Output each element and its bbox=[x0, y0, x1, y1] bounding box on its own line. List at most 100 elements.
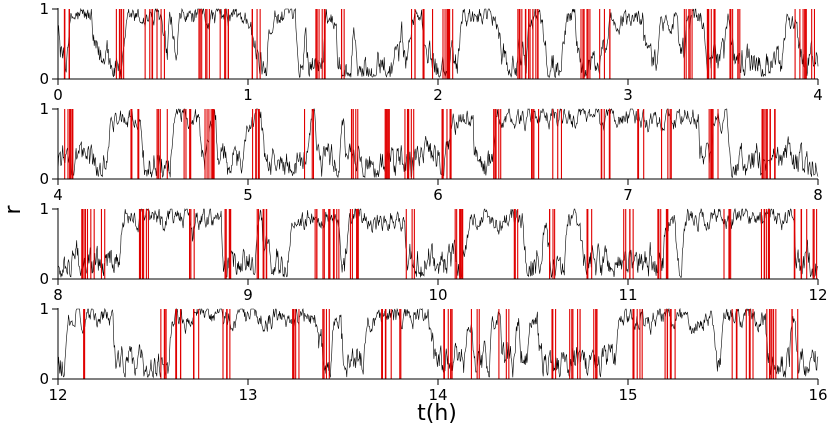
red-event-1-14 bbox=[517, 9, 527, 79]
red-event-2-1 bbox=[64, 109, 74, 179]
red-event-3-17 bbox=[723, 209, 732, 279]
red-event-4-5 bbox=[222, 309, 231, 379]
y-tick-label: 0 bbox=[39, 170, 49, 188]
signal-trace-panel-3 bbox=[57, 208, 819, 278]
x-tick-label: 8 bbox=[813, 186, 823, 204]
red-event-1-17 bbox=[599, 9, 611, 79]
y-tick-label: 1 bbox=[39, 200, 49, 218]
red-event-3-6 bbox=[256, 209, 268, 279]
x-tick-label: 3 bbox=[623, 86, 633, 104]
red-event-2-15 bbox=[600, 109, 611, 179]
panel-4: 0 1 12 13 14 15 16 bbox=[39, 300, 827, 404]
red-event-4-4 bbox=[192, 309, 200, 379]
red-event-3-15 bbox=[623, 209, 634, 279]
red-event-1-11 bbox=[422, 9, 434, 79]
x-tick-label: 12 bbox=[48, 386, 67, 404]
red-event-2-11 bbox=[441, 109, 452, 179]
signal-trace-panel-2 bbox=[57, 107, 819, 179]
red-event-2-2 bbox=[130, 109, 140, 179]
red-event-3-8 bbox=[328, 209, 340, 279]
red-event-2-5 bbox=[204, 109, 215, 179]
red-event-2-7 bbox=[303, 109, 315, 179]
x-tick-label: 12 bbox=[808, 286, 827, 304]
y-axis-title: r bbox=[1, 205, 26, 215]
red-event-2-19 bbox=[761, 109, 764, 179]
red-event-3-14 bbox=[586, 209, 593, 279]
red-event-1-19 bbox=[706, 9, 716, 79]
x-tick-label: 4 bbox=[53, 186, 63, 204]
x-tick-label: 15 bbox=[618, 386, 637, 404]
y-tick-label: 0 bbox=[39, 70, 49, 88]
red-event-4-14 bbox=[569, 309, 581, 379]
red-event-3-20 bbox=[806, 209, 818, 279]
x-axis-title: t(h) bbox=[417, 401, 457, 426]
red-event-2-3 bbox=[156, 109, 168, 179]
red-event-4-17 bbox=[664, 309, 676, 379]
x-tick-label: 11 bbox=[618, 286, 637, 304]
red-event-3-10 bbox=[405, 209, 415, 279]
red-event-4-12 bbox=[498, 309, 510, 379]
y-tick-label: 1 bbox=[39, 300, 49, 318]
red-event-4-1 bbox=[83, 309, 86, 379]
x-tick-label: 0 bbox=[53, 86, 63, 104]
red-event-3-11 bbox=[454, 209, 464, 279]
red-event-2-10 bbox=[404, 109, 415, 179]
x-tick-label: 6 bbox=[433, 186, 443, 204]
red-event-1-15 bbox=[528, 9, 539, 79]
red-event-3-7 bbox=[314, 209, 325, 279]
y-tick-label: 0 bbox=[39, 370, 49, 388]
red-event-2-16 bbox=[637, 109, 645, 179]
red-event-4-8 bbox=[381, 309, 387, 379]
red-event-2-18 bbox=[708, 109, 719, 179]
red-event-1-13 bbox=[447, 9, 451, 79]
red-event-1-9 bbox=[340, 9, 345, 79]
panel-3: 0 1 8 9 10 11 12 bbox=[39, 200, 827, 304]
red-event-3-18 bbox=[760, 209, 770, 279]
red-event-1-20 bbox=[729, 9, 741, 79]
red-event-2-8 bbox=[350, 109, 359, 179]
red-event-4-20 bbox=[766, 309, 777, 379]
red-event-3-12 bbox=[513, 209, 519, 279]
red-event-4-16 bbox=[632, 309, 643, 379]
x-tick-label: 2 bbox=[433, 86, 443, 104]
red-event-4-13 bbox=[551, 309, 557, 379]
panel-1: 0 1 0 1 2 3 4 bbox=[39, 0, 822, 104]
x-tick-label: 7 bbox=[623, 186, 633, 204]
x-tick-label: 1 bbox=[243, 86, 253, 104]
red-event-1-8 bbox=[315, 9, 326, 79]
red-event-4-21 bbox=[791, 309, 799, 379]
red-event-4-2 bbox=[160, 309, 167, 379]
x-tick-label: 8 bbox=[53, 286, 63, 304]
red-event-3-4 bbox=[188, 209, 195, 279]
x-tick-label: 5 bbox=[243, 186, 253, 204]
red-event-4-19 bbox=[745, 309, 754, 379]
red-event-4-3 bbox=[175, 309, 182, 379]
red-event-2-6 bbox=[252, 109, 260, 179]
red-event-3-19 bbox=[793, 209, 803, 279]
red-event-4-15 bbox=[593, 309, 598, 379]
x-tick-label: 14 bbox=[428, 386, 447, 404]
red-event-3-1 bbox=[81, 209, 92, 279]
red-event-3-16 bbox=[657, 209, 669, 279]
red-event-2-9 bbox=[384, 109, 390, 179]
red-event-4-10 bbox=[443, 309, 453, 379]
red-event-1-2 bbox=[115, 9, 125, 79]
red-event-2-12 bbox=[493, 109, 502, 179]
x-tick-label: 16 bbox=[808, 386, 827, 404]
y-tick-label: 0 bbox=[39, 270, 49, 288]
signal-trace-panel-1 bbox=[57, 7, 819, 79]
red-event-1-5 bbox=[198, 9, 210, 79]
y-tick-label: 1 bbox=[39, 100, 49, 118]
red-event-1-21 bbox=[794, 9, 804, 79]
red-event-4-7 bbox=[322, 309, 330, 379]
red-event-1-22 bbox=[804, 9, 816, 79]
x-tick-label: 10 bbox=[428, 286, 447, 304]
red-event-1-16 bbox=[580, 9, 591, 79]
red-event-4-11 bbox=[470, 309, 480, 379]
x-tick-label: 4 bbox=[813, 86, 823, 104]
red-event-1-4 bbox=[156, 9, 165, 79]
red-event-2-17 bbox=[661, 109, 672, 179]
red-event-3-9 bbox=[349, 209, 359, 279]
